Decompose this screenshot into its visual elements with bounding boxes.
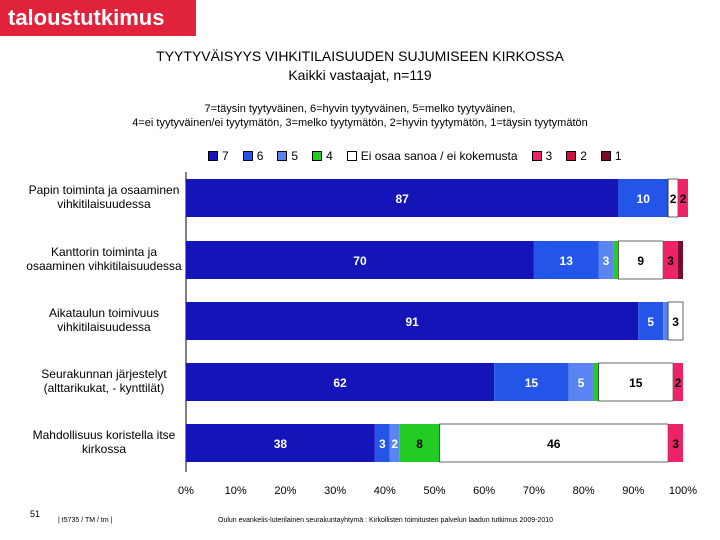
- bar-segment-6: [494, 363, 569, 401]
- bar-segment-3: [673, 363, 683, 401]
- job-code: | t5735 / TM / tm |: [58, 517, 113, 524]
- bar-segment-5: [568, 363, 594, 401]
- bar-segment-6: [638, 302, 664, 340]
- x-tick-label: 40%: [374, 485, 396, 497]
- legend-item: 1: [600, 149, 622, 163]
- legend-label: Ei osaa sanoa / ei kokemusta: [360, 149, 518, 163]
- legend-swatch: [600, 151, 611, 161]
- bar-segment-6: [533, 241, 599, 279]
- data-label: 5: [647, 315, 654, 329]
- category-label: Seurakunnan järjestelyt (alttarikukat, - …: [41, 367, 167, 395]
- legend-label: 7: [222, 149, 229, 163]
- data-label: 15: [629, 376, 643, 390]
- data-label: 70: [353, 254, 367, 268]
- x-tick-label: 70%: [523, 485, 545, 497]
- bar-segment-eos: [439, 423, 669, 463]
- data-label: 38: [274, 437, 288, 451]
- x-tick-label: 50%: [423, 485, 445, 497]
- x-tick-label: 60%: [473, 485, 495, 497]
- chart-subtitle: Kaikki vastaajat, n=119: [288, 67, 432, 83]
- chart-title: TYYTYVÄISYYS VIHKITILAISUUDEN SUJUMISEEN…: [156, 48, 564, 64]
- bar-segment-5: [663, 302, 669, 340]
- category-label: Aikataulun toimivuus vihkitilaisuudessa: [49, 306, 159, 334]
- bar-segment-5: [389, 424, 400, 462]
- legend-swatch: [242, 151, 253, 161]
- legend-label: 1: [614, 149, 622, 163]
- data-label: 87: [396, 192, 410, 206]
- legend-item: 2: [566, 149, 587, 163]
- bar-segment-3: [678, 179, 688, 217]
- data-label: 3: [667, 254, 674, 268]
- data-label: 3: [672, 315, 679, 329]
- source-note: Oulun evankelis-luterilainen seurakuntay…: [218, 517, 554, 524]
- bar-segment-4: [399, 424, 440, 462]
- legend-label: 4: [326, 149, 333, 163]
- x-tick-label: 0%: [178, 485, 194, 497]
- data-label: 8: [416, 437, 423, 451]
- data-label: 3: [379, 437, 386, 451]
- legend-item: Ei osaa sanoa / ei kokemusta: [346, 149, 518, 163]
- data-label: 2: [391, 437, 398, 451]
- data-label: 2: [675, 376, 682, 390]
- bar-segment-6: [618, 179, 669, 217]
- legend-swatch: [312, 151, 323, 161]
- bar-segment-4: [593, 363, 599, 401]
- x-tick-label: 20%: [274, 485, 296, 497]
- scale-description-2: 4=ei tyytyväinen/ei tyytymätön, 3=melko …: [132, 117, 588, 129]
- legend-swatch: [277, 151, 288, 161]
- legend-item: 3: [531, 149, 553, 163]
- chart-legend: 7 6 5 4 Ei osaa sanoa / ei kokemusta 3 2 1: [208, 149, 636, 163]
- x-tick-label: 80%: [573, 485, 595, 497]
- data-label: 2: [670, 192, 677, 206]
- bar-segment-6: [374, 424, 390, 462]
- bar-segment-3: [663, 241, 679, 279]
- legend-swatch: [566, 151, 577, 161]
- bar-segment-1: [678, 241, 683, 279]
- brand-logo: taloustutkimus oy: [0, 0, 196, 66]
- data-label: 5: [578, 376, 585, 390]
- legend-item: 4: [312, 149, 333, 163]
- category-label: Kanttorin toiminta ja osaaminen vihkitila…: [26, 245, 182, 273]
- data-label: 9: [637, 254, 644, 268]
- data-label: 91: [405, 315, 419, 329]
- bar-segment-7: [186, 179, 619, 217]
- legend-item: 7: [208, 149, 229, 163]
- bar-segment-4: [613, 241, 619, 279]
- legend-label: 5: [291, 149, 299, 163]
- legend-label: 6: [256, 149, 264, 163]
- data-label: 2: [680, 192, 687, 206]
- bar-segment-eos: [667, 301, 684, 341]
- legend-swatch: [208, 151, 218, 161]
- legend-label: 3: [545, 149, 553, 163]
- bar-segment-7: [186, 363, 495, 401]
- data-label: 15: [525, 376, 539, 390]
- x-tick-label: 30%: [324, 485, 346, 497]
- category-label: Mahdollisuus koristella itse kirkossa: [33, 428, 176, 456]
- bar-segment-7: [186, 302, 639, 340]
- bar-segment-5: [598, 241, 614, 279]
- data-label: 10: [637, 192, 651, 206]
- bar-segment-eos: [618, 240, 664, 280]
- bar-segment-7: [186, 424, 375, 462]
- legend-item: 5: [277, 149, 298, 163]
- category-label: Papin toiminta ja osaaminen vihkitilaisuu…: [29, 183, 180, 211]
- x-tick-label: 90%: [622, 485, 644, 497]
- data-label: 3: [672, 437, 679, 451]
- legend-item: 6: [242, 149, 264, 163]
- legend-label: 2: [580, 149, 587, 163]
- bar-segment-3: [668, 424, 683, 462]
- page-number: 51: [30, 509, 41, 519]
- legend-swatch: [531, 151, 542, 161]
- scale-description-1: 7=täysin tyytyväinen, 6=hyvin tyytyväine…: [204, 103, 516, 115]
- legend-swatch: [346, 151, 357, 161]
- x-tick-label: 10%: [225, 485, 247, 497]
- x-tick-label: 100%: [669, 485, 697, 497]
- data-label: 46: [547, 437, 561, 451]
- data-label: 13: [560, 254, 574, 268]
- data-label: 3: [603, 254, 610, 268]
- bar-segment-7: [186, 241, 534, 279]
- bar-segment-eos: [598, 362, 674, 402]
- data-label: 62: [333, 376, 347, 390]
